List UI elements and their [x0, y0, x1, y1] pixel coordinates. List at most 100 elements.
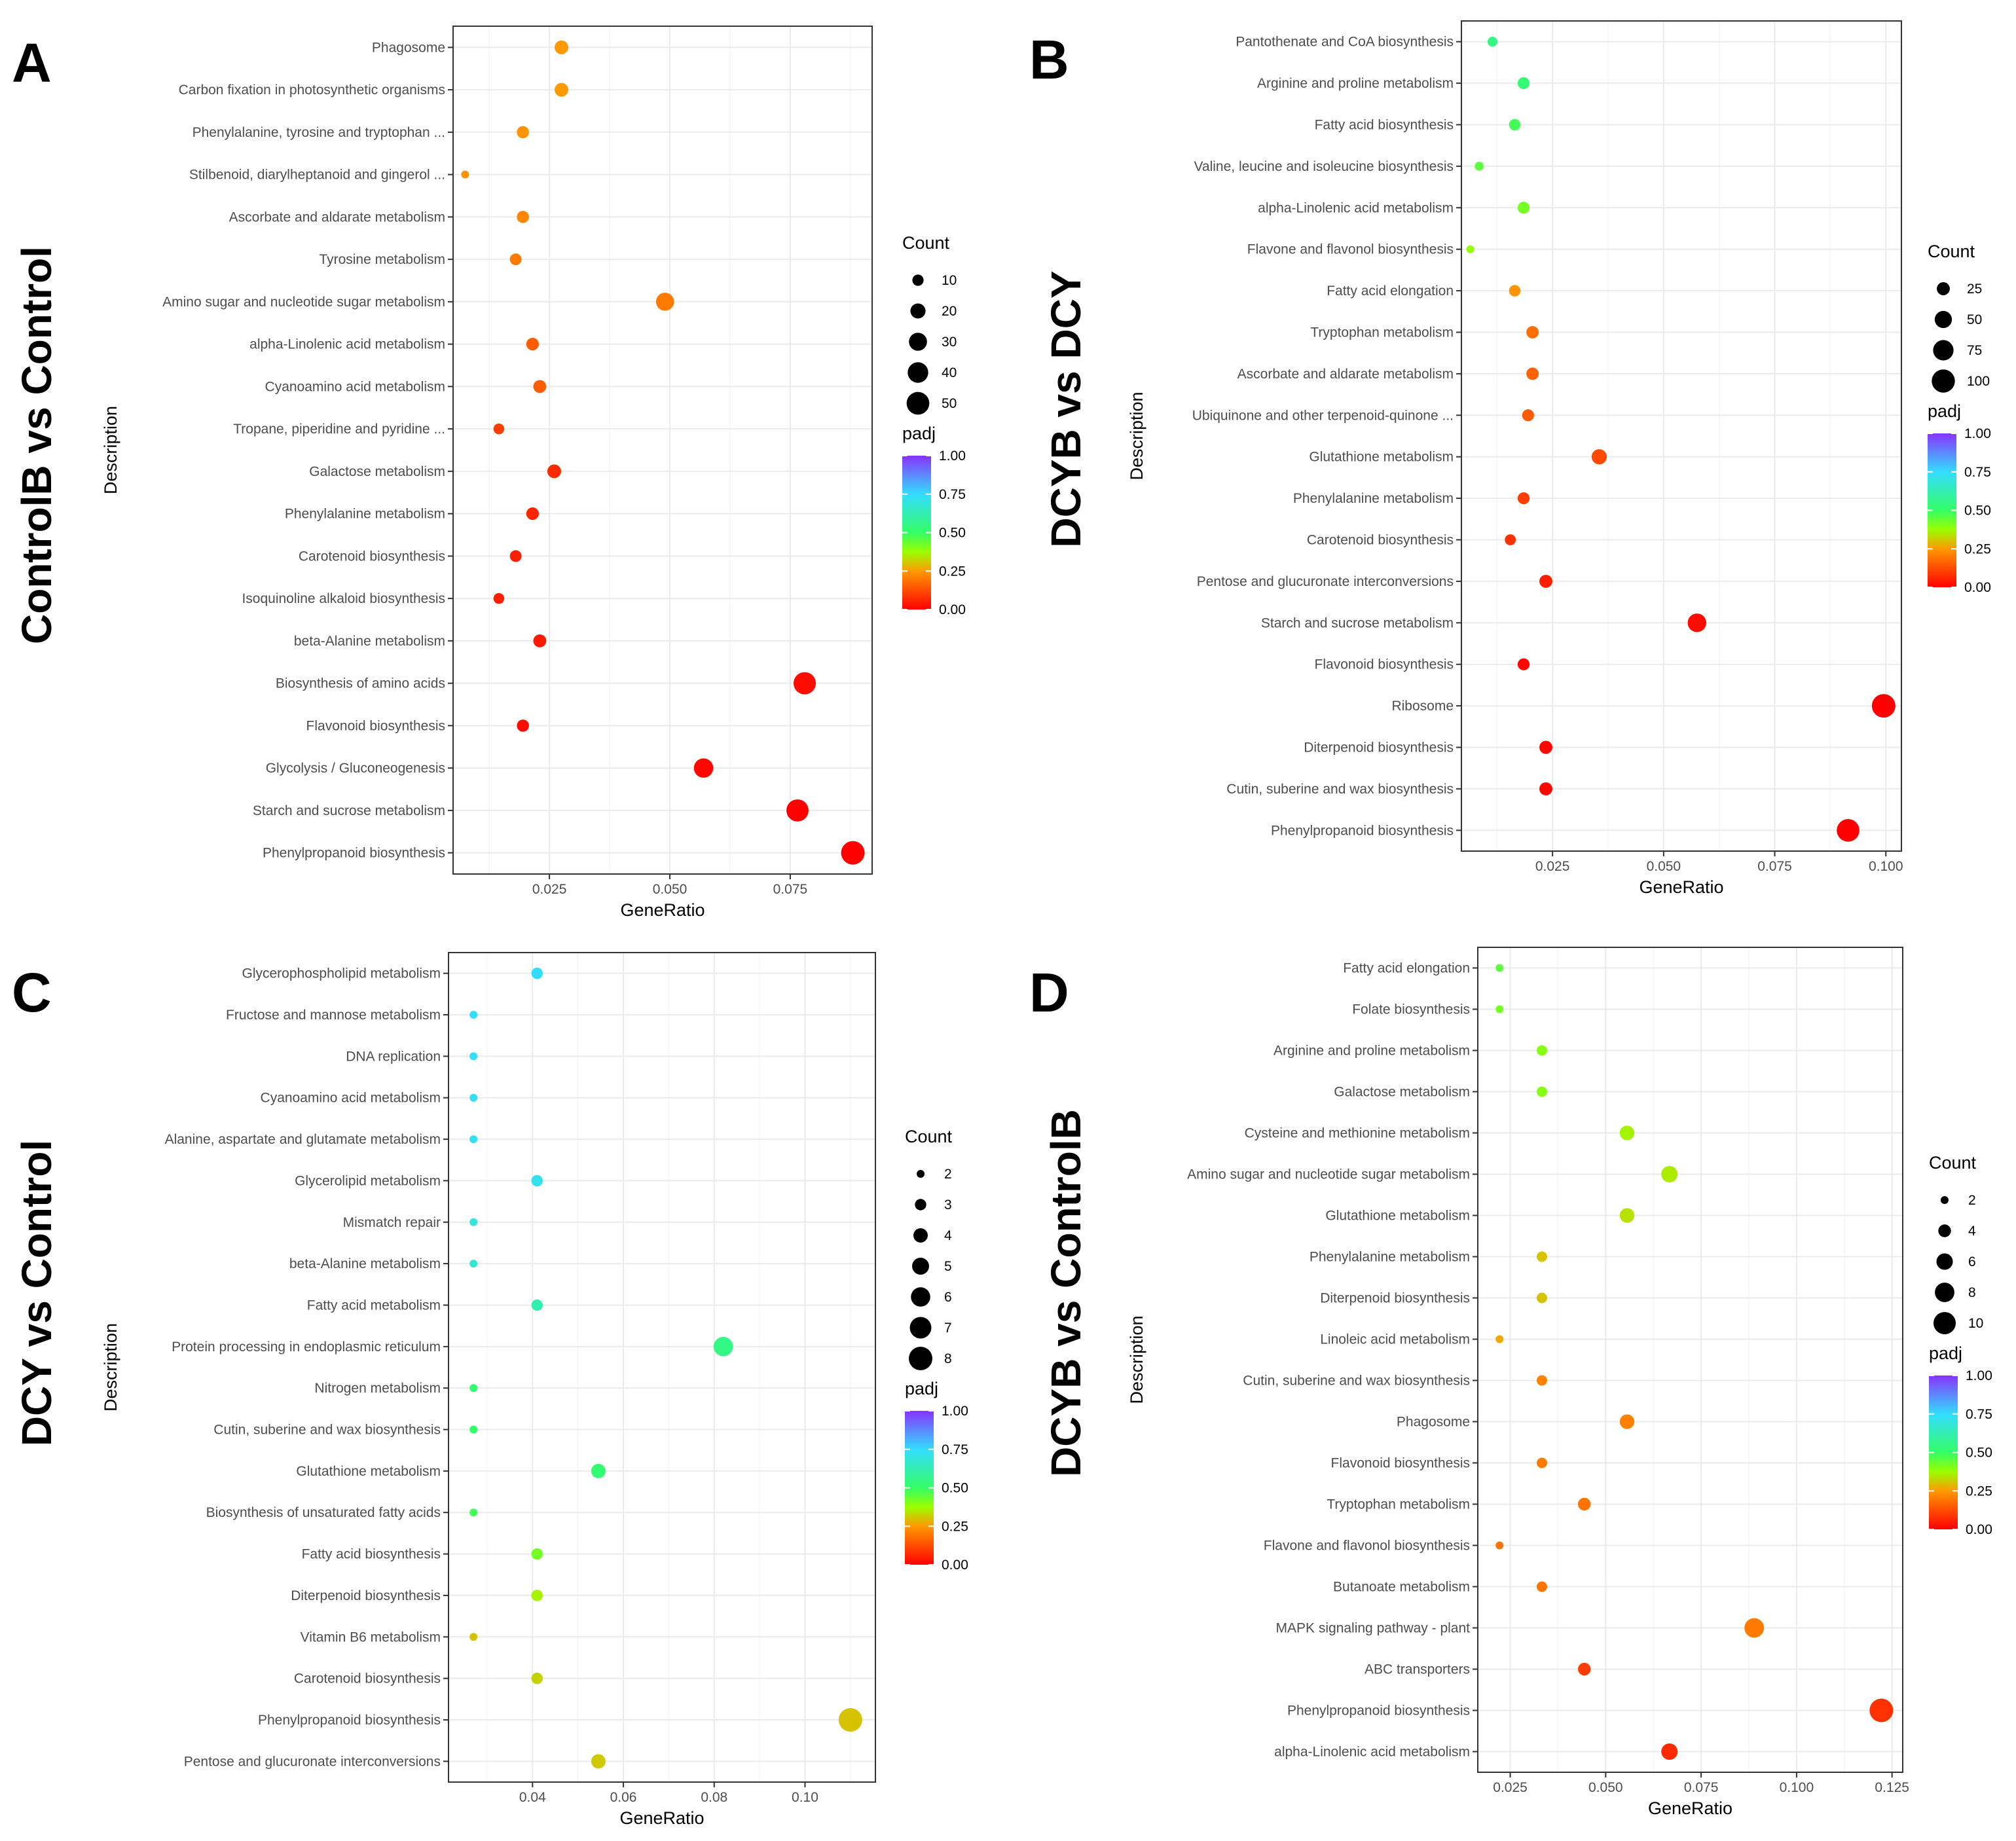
data-point	[469, 1093, 478, 1102]
size-legend-label: 4	[944, 1228, 952, 1243]
data-point	[1871, 694, 1896, 718]
panel-letter: D	[1029, 962, 1069, 1023]
panel-b: B DCYB vs DCY Pantothenate and CoA biosynt…	[1029, 20, 1991, 897]
data-point	[1577, 1662, 1591, 1676]
data-point	[1495, 964, 1504, 972]
panel-a: A ControlB vs Control Phagosome Carbon fixa…	[12, 26, 966, 920]
panel-letter: C	[12, 962, 52, 1023]
term-label: Phenylalanine metabolism	[285, 507, 445, 522]
term-label: Ribosome	[1391, 699, 1454, 714]
data-point	[838, 1707, 862, 1732]
term-label: Cyanoamino acid metabolism	[261, 1091, 441, 1106]
term-label: Nitrogen metabolism	[314, 1381, 441, 1396]
term-label: Flavonoid biosynthesis	[306, 718, 445, 733]
padj-legend-label: 0.25	[939, 564, 966, 579]
term-label: Galactose metabolism	[1334, 1085, 1470, 1100]
comparison-title: DCY vs Control	[13, 1140, 60, 1446]
data-point	[469, 1260, 478, 1268]
size-legend-dot	[1938, 1224, 1951, 1237]
data-point	[713, 1337, 733, 1357]
data-point	[1837, 818, 1860, 842]
term-label: Cyanoamino acid metabolism	[265, 379, 445, 394]
data-point	[591, 1754, 606, 1769]
x-tick-label: 0.125	[1875, 1780, 1909, 1795]
data-point	[555, 40, 569, 54]
x-tick-label: 0.04	[519, 1790, 546, 1805]
data-point	[1475, 162, 1484, 171]
term-label: Mismatch repair	[343, 1215, 441, 1230]
data-point	[533, 634, 547, 647]
term-label: Galactose metabolism	[309, 464, 445, 479]
size-legend-title: Count	[902, 233, 950, 253]
data-point	[786, 799, 809, 822]
panel-c: C DCY vs Control Glycerophospholipid metab…	[12, 952, 968, 1828]
x-tick-label: 0.100	[1869, 859, 1903, 874]
data-point	[517, 211, 529, 223]
plot-background	[449, 953, 875, 1782]
data-point	[1526, 367, 1539, 380]
term-label: Glycerolipid metabolism	[295, 1173, 441, 1188]
data-point	[1536, 1292, 1547, 1303]
comparison-title: DCYB vs ControlB	[1042, 1109, 1090, 1477]
padj-legend-label: 0.50	[1964, 503, 1991, 519]
data-point	[841, 841, 865, 865]
term-label: Pentose and glucuronate interconversions	[184, 1754, 441, 1769]
term-label: Linoleic acid metabolism	[1320, 1332, 1470, 1347]
size-legend-label: 8	[1968, 1285, 1976, 1300]
size-legend-label: 4	[1968, 1224, 1976, 1239]
data-point	[1517, 492, 1530, 505]
x-tick-label: 0.025	[532, 882, 567, 897]
data-point	[555, 82, 569, 97]
padj-legend-label: 1.00	[1964, 426, 1991, 441]
term-label: alpha-Linolenic acid metabolism	[1274, 1745, 1470, 1760]
data-point	[1495, 1335, 1504, 1343]
term-label: beta-Alanine metabolism	[294, 634, 445, 649]
data-point	[469, 1508, 478, 1517]
size-legend-label: 6	[1968, 1254, 1976, 1269]
data-point	[1517, 77, 1530, 90]
data-point	[469, 1011, 478, 1019]
size-legend-label: 7	[944, 1321, 952, 1336]
x-tick-label: 0.075	[1684, 1780, 1719, 1795]
y-axis-title: Description	[1127, 1315, 1146, 1404]
size-legend-label: 2	[944, 1167, 952, 1182]
data-point	[1619, 1125, 1635, 1140]
padj-legend-label: 0.75	[1964, 465, 1991, 480]
data-point	[469, 1384, 478, 1393]
padj-legend-label: 0.50	[942, 1481, 968, 1496]
size-legend-label: 30	[942, 335, 957, 350]
padj-legend-title: padj	[902, 424, 936, 443]
size-legend-dot	[909, 1317, 932, 1339]
x-tick-label: 0.06	[610, 1790, 637, 1805]
data-point	[526, 507, 539, 520]
size-legend-label: 100	[1967, 374, 1990, 389]
x-axis-title: GeneRatio	[620, 900, 705, 920]
x-axis-title: GeneRatio	[1639, 877, 1723, 897]
term-label: Glutathione metabolism	[1309, 450, 1454, 465]
size-legend-label: 2	[1968, 1193, 1976, 1208]
x-tick-label: 0.075	[773, 882, 808, 897]
data-point	[793, 672, 816, 695]
size-legend-dot	[1937, 282, 1950, 295]
panel-letter: B	[1029, 29, 1069, 90]
size-legend-label: 25	[1967, 282, 1982, 297]
padj-legend-label: 0.00	[939, 602, 966, 617]
data-point	[509, 253, 522, 266]
data-point	[533, 380, 547, 393]
padj-legend-title: padj	[1929, 1343, 1962, 1363]
data-point	[1466, 245, 1475, 253]
data-point	[1661, 1165, 1678, 1183]
size-legend-dot	[1941, 1196, 1949, 1204]
plot-border	[1477, 947, 1903, 1773]
data-point	[1536, 1581, 1547, 1592]
term-label: Phenylpropanoid biosynthesis	[258, 1713, 441, 1728]
term-label: Amino sugar and nucleotide sugar metabol…	[162, 295, 445, 310]
x-tick-label: 0.10	[792, 1790, 818, 1805]
padj-legend-label: 0.75	[1966, 1407, 1992, 1422]
data-point	[517, 126, 529, 139]
data-point	[493, 592, 505, 604]
x-tick-label: 0.050	[1588, 1780, 1623, 1795]
term-label: alpha-Linolenic acid metabolism	[249, 337, 445, 352]
data-point	[469, 1633, 478, 1641]
